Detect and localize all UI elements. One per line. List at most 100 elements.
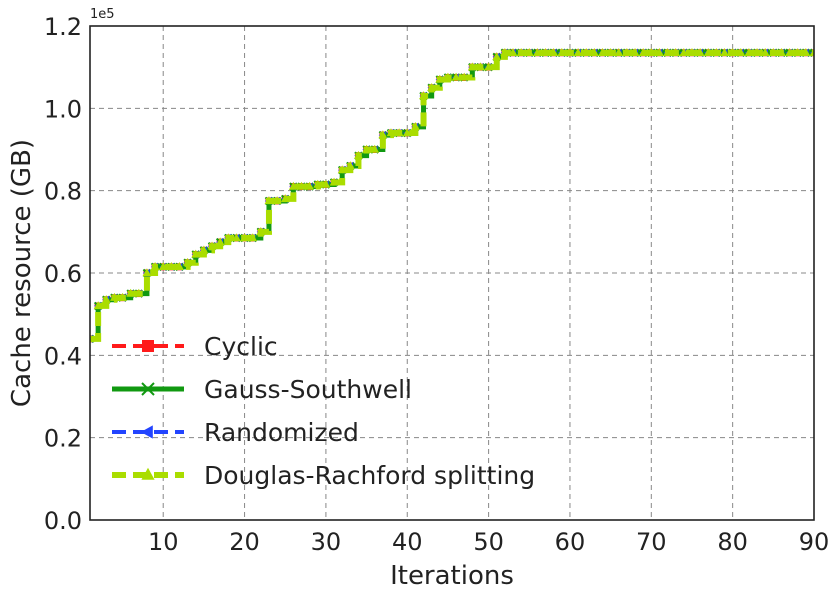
data-point <box>150 262 160 271</box>
data-point <box>126 288 136 297</box>
data-point <box>110 292 119 301</box>
series-layer <box>90 47 814 344</box>
y-tick-label: 0.4 <box>44 342 82 370</box>
data-point <box>378 130 388 139</box>
data-point <box>394 128 404 137</box>
legend-label: Randomized <box>204 418 359 447</box>
data-point <box>646 47 656 56</box>
x-axis-label: Iterations <box>390 561 514 589</box>
data-point <box>663 47 672 56</box>
plot-frame <box>89 25 815 521</box>
y-offset-label: 1e5 <box>90 7 115 22</box>
data-point <box>256 227 266 236</box>
data-point <box>467 62 477 71</box>
data-point <box>459 72 469 81</box>
data-point <box>801 47 811 56</box>
data-point <box>313 179 323 188</box>
data-point <box>158 262 168 271</box>
data-point <box>101 294 111 303</box>
data-point <box>630 47 640 56</box>
data-point <box>240 233 249 242</box>
data-point <box>166 262 176 271</box>
data-point <box>614 47 624 56</box>
y-tick-label: 1.2 <box>44 13 82 41</box>
data-point <box>305 181 315 190</box>
data-point <box>288 181 298 190</box>
y-tick-label: 0.6 <box>44 260 82 288</box>
data-point <box>386 128 396 137</box>
data-point <box>354 150 363 159</box>
legend-item: Randomized <box>112 418 359 447</box>
data-point <box>524 47 534 56</box>
y-tick-label: 0.8 <box>44 178 82 206</box>
data-point <box>402 128 412 137</box>
data-point <box>565 47 575 56</box>
data-point <box>655 47 664 56</box>
x-tick-label: 10 <box>148 528 179 556</box>
data-point <box>451 72 461 81</box>
data-point <box>223 233 233 242</box>
data-point <box>573 47 583 56</box>
y-tick-label: 0.2 <box>44 425 82 453</box>
data-point <box>476 62 485 71</box>
data-point <box>337 165 347 174</box>
data-point <box>695 47 705 56</box>
data-point <box>549 47 559 56</box>
grid <box>90 25 815 521</box>
data-point <box>199 245 209 254</box>
data-point <box>508 47 518 56</box>
data-point <box>427 82 437 91</box>
data-point <box>232 233 241 242</box>
data-point <box>606 47 616 56</box>
data-point <box>793 47 803 56</box>
legend-item: Douglas-Rachford splitting <box>112 461 535 490</box>
data-point <box>134 288 144 297</box>
data-point <box>533 47 542 56</box>
x-tick-label: 80 <box>717 528 748 556</box>
data-point <box>362 144 371 153</box>
x-tick-label: 60 <box>555 528 586 556</box>
data-point <box>443 72 453 81</box>
data-point <box>581 47 591 56</box>
legend-label: Douglas-Rachford splitting <box>204 461 535 490</box>
data-point <box>687 47 697 56</box>
data-point <box>175 262 184 271</box>
data-point <box>419 91 428 100</box>
legend-label: Cyclic <box>204 332 278 361</box>
data-point <box>264 196 274 205</box>
data-point <box>118 292 127 301</box>
data-point <box>671 47 681 56</box>
data-point <box>777 47 786 56</box>
y-tick-label: 0.0 <box>44 507 82 535</box>
data-point <box>272 196 282 205</box>
data-point <box>541 47 550 56</box>
data-point <box>191 249 201 258</box>
data-point <box>345 161 355 170</box>
data-point <box>207 241 217 250</box>
data-point <box>703 47 713 56</box>
data-point <box>589 47 599 56</box>
data-point <box>321 179 331 188</box>
data-point <box>598 47 607 56</box>
legend-marker <box>142 340 154 352</box>
data-point <box>711 47 721 56</box>
data-point <box>760 47 770 56</box>
y-axis-label: Cache resource (GB) <box>7 139 37 407</box>
x-tick-label: 50 <box>473 528 504 556</box>
data-point <box>809 47 814 56</box>
series-3 <box>90 47 814 343</box>
legend-marker <box>141 382 155 396</box>
x-tick-label: 70 <box>636 528 667 556</box>
data-point <box>183 257 193 266</box>
data-point <box>93 301 103 310</box>
y-tick-label: 1.0 <box>44 95 82 123</box>
data-point <box>280 194 290 203</box>
data-point <box>90 334 95 343</box>
data-point <box>215 237 225 246</box>
tick-labels: 10 20 30 40 50 60 70 80 90 0.0 0.2 0.4 0.6 0.8 1.0 1.2 <box>44 13 829 556</box>
data-point <box>435 74 445 83</box>
x-tick-label: 40 <box>392 528 423 556</box>
data-point <box>768 47 778 56</box>
x-tick-label: 20 <box>229 528 260 556</box>
data-point <box>744 47 754 56</box>
